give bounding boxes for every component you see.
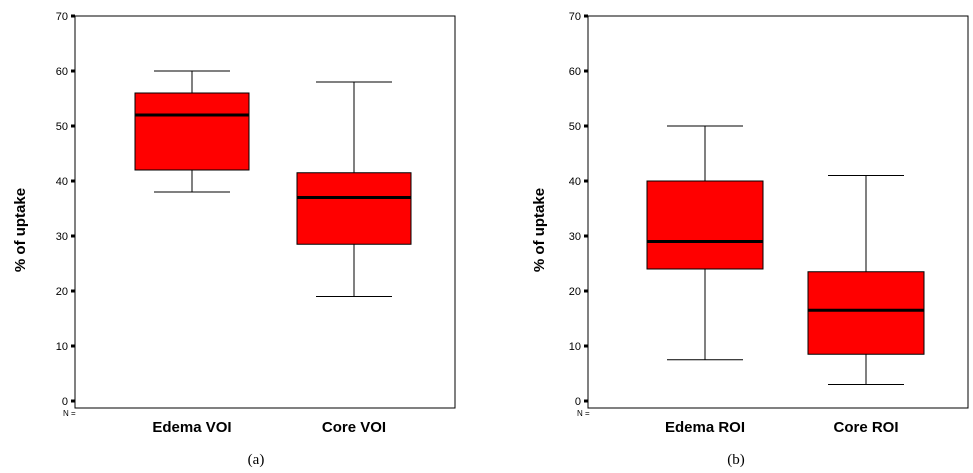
y-tick-label-a-50: 50 [56, 121, 68, 133]
y-tick-label-a-10: 10 [56, 341, 68, 353]
boxes-a [134, 70, 412, 297]
y-tick-label-b-20: 20 [569, 286, 581, 298]
box-core-voi [296, 172, 412, 245]
category-label-core-roi: Core ROI [833, 419, 898, 436]
plot-frame-b [587, 15, 969, 409]
y-tick-label-a-40: 40 [56, 176, 68, 188]
n-label-a: N = [63, 409, 76, 418]
panel-caption-a: (a) [248, 452, 265, 468]
box-edema-voi [134, 92, 250, 171]
n-label-b: N = [577, 409, 590, 418]
y-tick-label-b-60: 60 [569, 66, 581, 78]
y-tick-label-a-70: 70 [56, 11, 68, 23]
panel-a: 0 10 20 30 40 50 60 70 % of uptake N = Edema VO… [12, 11, 456, 468]
y-tick-label-b-10: 10 [569, 341, 581, 353]
category-label-edema-roi: Edema ROI [665, 419, 745, 436]
box-edema-roi [646, 180, 764, 270]
y-tick-label-a-30: 30 [56, 231, 68, 243]
y-axis-a: 0 10 20 30 40 50 60 70 [56, 11, 75, 408]
y-tick-label-b-0: 0 [575, 396, 581, 408]
category-label-edema-voi: Edema VOI [152, 419, 231, 436]
plot-frame-a [74, 15, 456, 409]
box-core-roi [807, 271, 925, 355]
category-label-core-voi: Core VOI [322, 419, 386, 436]
y-tick-label-b-30: 30 [569, 231, 581, 243]
y-tick-label-a-0: 0 [62, 396, 68, 408]
y-axis-label-a: % of uptake [12, 188, 29, 272]
panel-b: 0 10 20 30 40 50 60 70 % of uptake N = Edema RO… [531, 11, 969, 468]
y-tick-label-a-20: 20 [56, 286, 68, 298]
y-tick-label-b-40: 40 [569, 176, 581, 188]
y-axis-label-b: % of uptake [531, 188, 548, 272]
panel-caption-b: (b) [727, 452, 745, 468]
y-tick-label-b-50: 50 [569, 121, 581, 133]
y-tick-label-a-60: 60 [56, 66, 68, 78]
y-tick-label-b-70: 70 [569, 11, 581, 23]
boxes-b [646, 125, 925, 385]
y-axis-b: 0 10 20 30 40 50 60 70 [569, 11, 588, 408]
